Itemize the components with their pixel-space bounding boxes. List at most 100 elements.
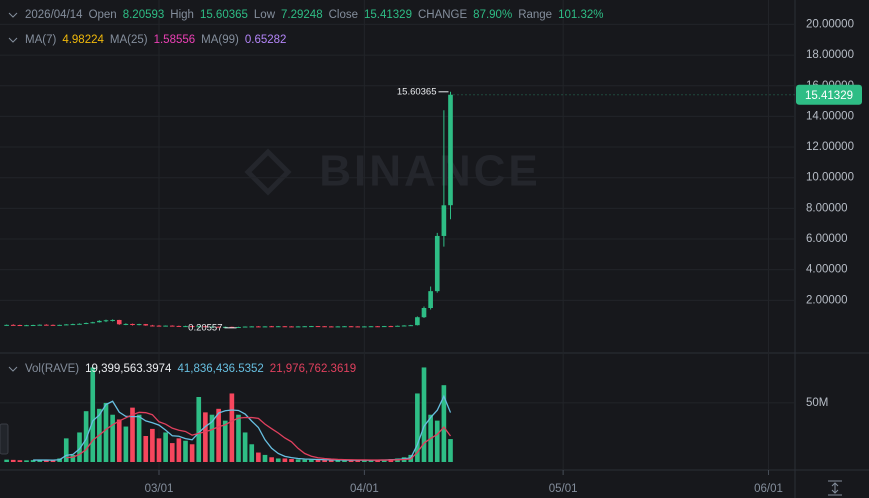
volume-bar [83, 411, 89, 462]
volume-bar [441, 385, 447, 462]
volume-bar [448, 439, 453, 462]
collapse-icon[interactable] [8, 37, 18, 43]
volume-bar [169, 443, 175, 462]
candle-body [70, 324, 76, 326]
watermark: BINANCE [319, 147, 540, 196]
candle-body [30, 325, 36, 327]
field-label: Range [518, 9, 553, 21]
volume-bar [156, 438, 162, 462]
candle-body [388, 326, 394, 328]
volume-bar [262, 454, 268, 462]
field-value: 101.32% [558, 9, 604, 21]
candle-body [362, 326, 367, 328]
volume-bar [63, 438, 69, 462]
candle-body [375, 326, 380, 328]
volume-ma-line [66, 411, 452, 461]
candle-body [415, 317, 420, 326]
volume-bar [203, 412, 208, 462]
candle-body [90, 322, 96, 324]
field-label: CHANGE [417, 9, 468, 21]
field-value: 7.29248 [281, 9, 323, 21]
last-price-box [796, 84, 862, 105]
volume-bar [375, 460, 380, 462]
volume-bar [143, 436, 149, 462]
volume-bar [275, 458, 281, 462]
volume-bar [355, 460, 361, 462]
volume-label: Vol(RAVE) [25, 363, 80, 375]
candle-body [103, 320, 109, 322]
y-tick-label: 10.00000 [806, 172, 854, 184]
ma-label: MA(7) [25, 34, 57, 46]
candle-body [315, 326, 321, 328]
candle-body [37, 324, 43, 326]
volume-bar [4, 459, 9, 462]
volume-bar [176, 438, 182, 462]
candle-body [24, 325, 29, 327]
volume-bar [116, 419, 122, 462]
candle-body [335, 326, 341, 328]
candle-body [50, 324, 56, 326]
volume-bar [249, 444, 255, 462]
y-tick-label: 12.00000 [806, 141, 854, 153]
volume-bar [30, 460, 36, 462]
side-button[interactable] [0, 423, 9, 455]
volume-bar [70, 454, 76, 462]
ma-header: MA(7) 4.98224 MA(25) 1.58556 MA(99) 0.65282 [25, 34, 292, 46]
field-value: 15.41329 [364, 9, 412, 21]
candle-body [189, 326, 195, 328]
candle-body [262, 326, 268, 328]
volume-bar [77, 432, 82, 462]
volume-bar [348, 460, 354, 462]
x-tick-label: 05/01 [549, 483, 578, 495]
ma-value: 4.98224 [62, 34, 104, 46]
candle-body [130, 323, 135, 326]
candle-body [163, 325, 168, 327]
last-price: 15.41329 [805, 90, 853, 102]
volume-bar [10, 459, 16, 462]
candle-body [395, 325, 400, 327]
volume-bar [342, 460, 347, 462]
candle-body [368, 326, 374, 328]
volume-bar [368, 459, 374, 462]
volume-bar [196, 397, 202, 462]
candle-body [143, 324, 149, 326]
date: 2026/04/14 [25, 9, 83, 21]
scale-button[interactable] [828, 480, 842, 496]
volume-bar [335, 460, 341, 462]
candle-body [116, 319, 122, 325]
candle-body [408, 325, 414, 327]
volume-bar [328, 460, 334, 462]
candle-body [63, 324, 69, 326]
candle-body [441, 205, 447, 236]
volume-bar [302, 459, 308, 462]
y-tick-label: 4.00000 [806, 264, 848, 276]
volume-bar [150, 428, 155, 462]
field-value: 87.90% [473, 9, 513, 21]
collapse-icon[interactable] [8, 12, 18, 18]
candle-body [169, 325, 175, 327]
candle-body [342, 326, 347, 328]
volume-bar [216, 408, 221, 462]
volume-bar [229, 393, 235, 462]
volume-bar [282, 458, 288, 462]
collapse-icon[interactable] [8, 366, 18, 372]
candle-body [256, 326, 261, 328]
volume-bar [110, 414, 115, 462]
ma-label: MA(99) [201, 34, 239, 46]
volume-bar [434, 420, 440, 462]
low-marker: 0.20557 [188, 322, 222, 333]
volume-bar [381, 459, 387, 462]
candle-body [57, 324, 62, 326]
candle-body [448, 94, 453, 206]
volume-bar [37, 459, 43, 462]
volume-bar [136, 414, 142, 462]
candle-body [216, 326, 221, 328]
candle-body [309, 326, 314, 328]
volume-bar [295, 459, 301, 462]
x-tick-label: 06/01 [754, 483, 783, 495]
y-tick-label: 8.00000 [806, 202, 848, 214]
field-label: Open [88, 9, 117, 21]
candle-body [242, 326, 248, 328]
